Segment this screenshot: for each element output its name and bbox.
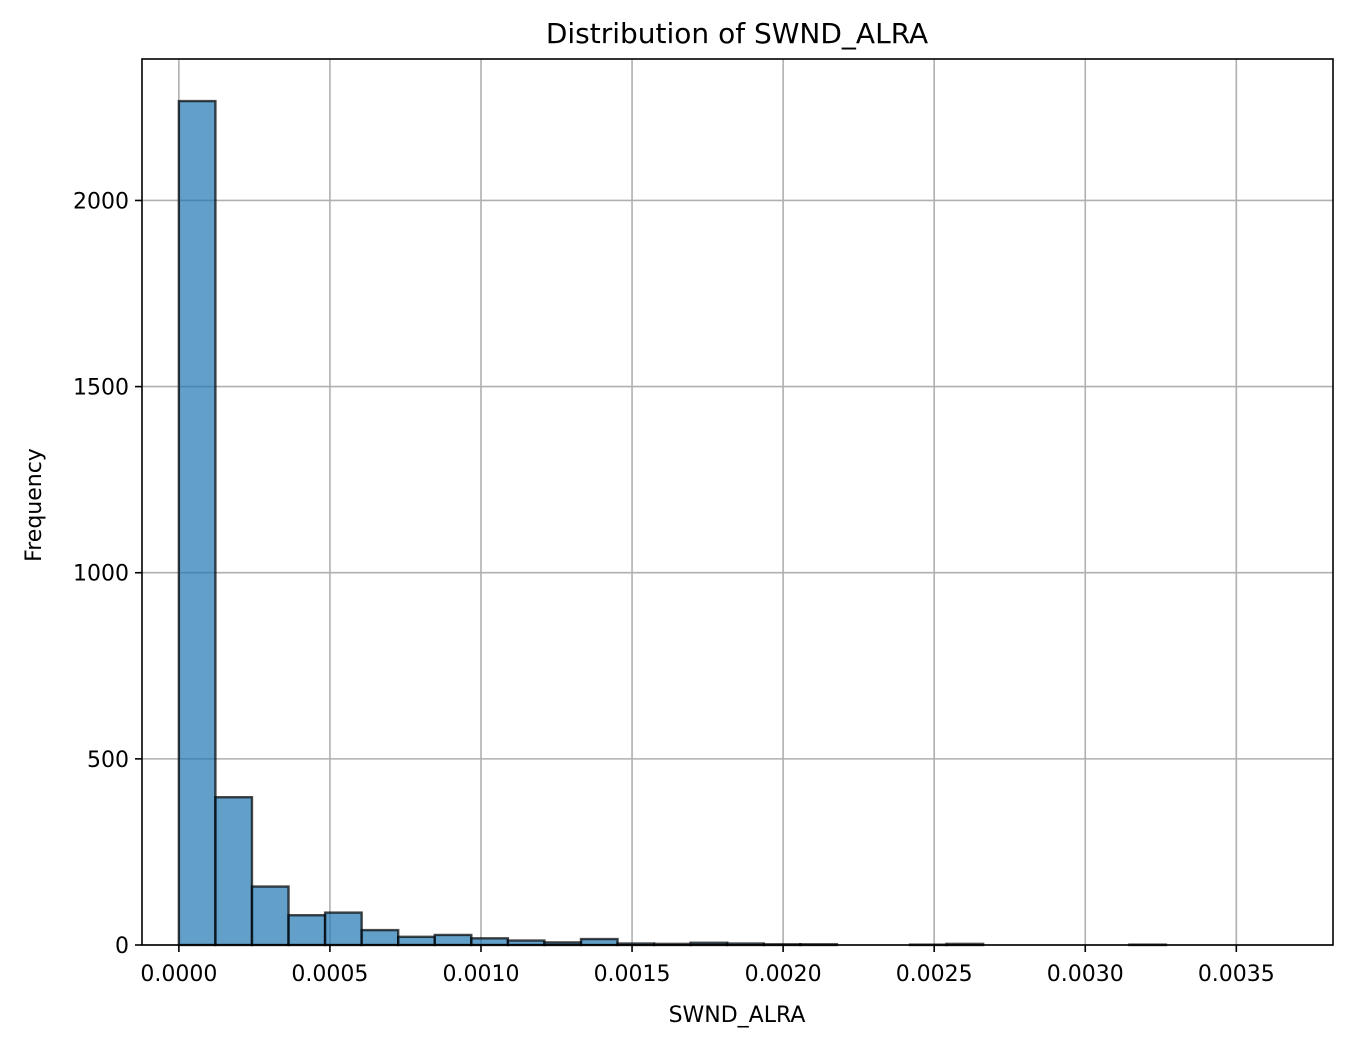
chart-title: Distribution of SWND_ALRA: [546, 17, 928, 50]
histogram-bar: [214, 796, 254, 947]
histogram-bar: [397, 935, 436, 947]
grid: [142, 59, 1333, 946]
histogram-bar: [287, 914, 327, 947]
histogram-bar: [360, 928, 400, 947]
histogram-bar: [579, 937, 619, 947]
x-tick-label: 0.0035: [1198, 962, 1275, 987]
y-tick-label: 0: [115, 934, 129, 959]
plot-frame: [141, 58, 1334, 946]
x-tick-label: 0.0030: [1047, 962, 1124, 987]
bars: [177, 99, 1168, 947]
histogram-bar: [323, 911, 363, 947]
y-axis-label: Frequency: [22, 448, 47, 562]
y-tick-label: 1500: [73, 376, 129, 401]
histogram-bar: [177, 99, 217, 947]
histogram-bar: [250, 885, 290, 947]
y-tick-label: 2000: [73, 189, 129, 214]
x-axis-label: SWND_ALRA: [669, 1003, 806, 1028]
y-tick-label: 1000: [73, 562, 129, 587]
x-tick-label: 0.0020: [745, 962, 822, 987]
y-tick-label: 500: [87, 748, 129, 773]
histogram-bar: [470, 937, 510, 947]
x-tick-label: 0.0000: [140, 962, 217, 987]
x-tick-label: 0.0010: [442, 962, 519, 987]
x-tick-label: 0.0005: [291, 962, 368, 987]
x-tick-label: 0.0015: [594, 962, 671, 987]
axis-ticks: 0.0000 0.0005 0.0010 0.0015 0.0020 0.0025 0.00…: [73, 189, 1275, 987]
histogram-bar: [433, 933, 473, 947]
x-tick-label: 0.0025: [896, 962, 973, 987]
